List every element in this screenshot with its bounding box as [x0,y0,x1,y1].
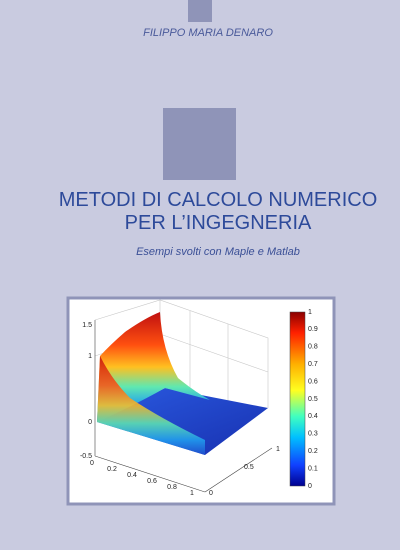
x-tick-label: 1 [190,490,194,497]
colorbar [289,311,306,487]
y-tick-label: 0 [209,490,213,497]
title-line: METODI DI CALCOLO NUMERICO [59,189,378,211]
colorbar-label: 0.9 [308,326,318,333]
colorbar-label: 0.6 [308,378,318,385]
colorbar-label: 0.5 [308,396,318,403]
y-tick-label: 1 [276,446,280,453]
surface-front [97,356,205,455]
title-line: PER L’INGEGNERIA [125,212,312,234]
colorbar-label: 1 [308,309,312,316]
colorbar-label: 0 [308,483,312,490]
top-square [188,0,212,22]
y-tick-label: 0.5 [244,464,254,471]
grid-line [159,333,269,373]
colorbar-label: 0.2 [308,448,318,455]
box-edge [94,299,269,408]
x-axis [94,455,206,493]
author: FILIPPO MARIA DENARO [143,27,273,39]
z-tick-label: 0 [88,419,92,426]
x-tick-label: 0 [90,460,94,467]
y-axis [204,447,273,493]
colorbar-label: 0.4 [308,413,318,420]
center-square [163,108,236,180]
z-tick-label: -0.5 [80,453,92,460]
z-tick-label: 1.5 [82,322,92,329]
colorbar-label: 0.1 [308,465,318,472]
colorbar-label: 0.3 [308,431,318,438]
x-tick-label: 0.4 [127,472,137,479]
z-tick-label: 1 [88,353,92,360]
x-tick-label: 0.2 [107,466,117,473]
colorbar-label: 0.7 [308,361,318,368]
x-tick-label: 0.8 [167,484,177,491]
x-tick-label: 0.6 [147,478,157,485]
subtitle: Esempi svolti con Maple e Matlab [136,246,300,258]
colorbar-label: 0.8 [308,344,318,351]
